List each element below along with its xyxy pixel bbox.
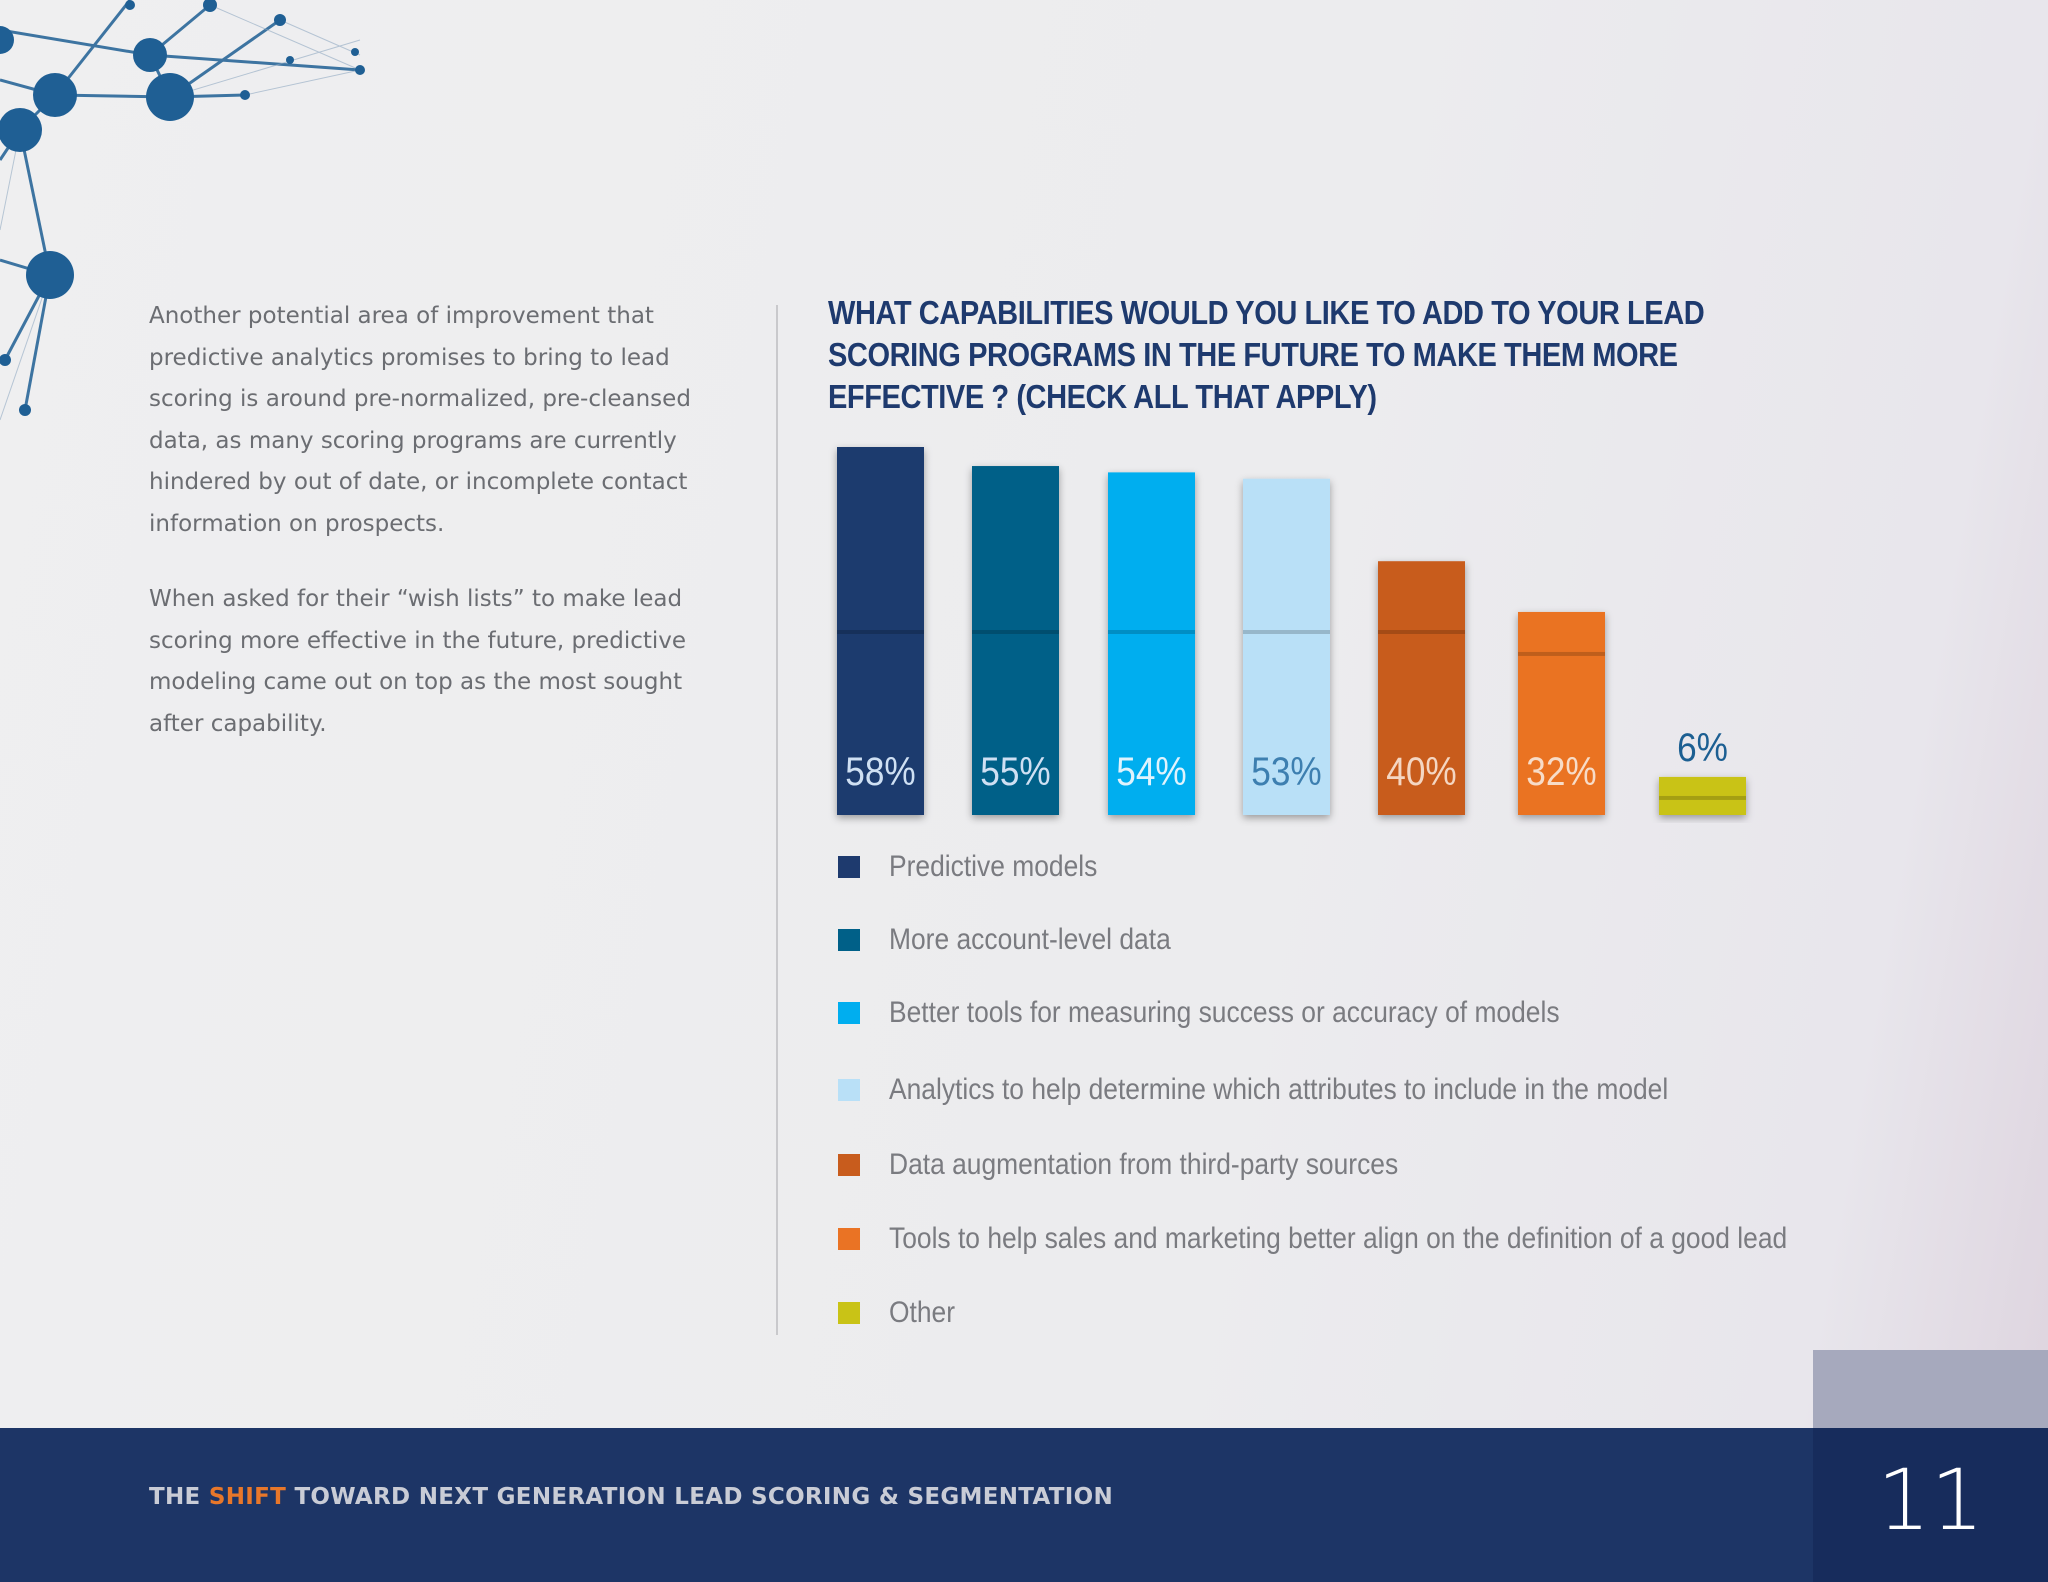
- legend-item-7: Other: [838, 1296, 964, 1330]
- bar-rect-7: [1659, 776, 1746, 815]
- page-number-tab: [1813, 1428, 2048, 1582]
- legend-swatch-7: [838, 1302, 860, 1324]
- bar-5: 40%: [1378, 561, 1465, 815]
- footer-title-suffix: TOWARD NEXT GENERATION LEAD SCORING & SE…: [286, 1484, 1114, 1510]
- bar-value-label-7: 6%: [1677, 725, 1728, 770]
- bar-fold-7: [1659, 795, 1746, 800]
- column-divider: [776, 305, 778, 1335]
- footer-title: THE SHIFT TOWARD NEXT GENERATION LEAD SC…: [149, 1484, 1113, 1510]
- bar-value-label-3: 54%: [1116, 749, 1186, 794]
- bar-rect-3: [1108, 472, 1195, 815]
- legend-swatch-5: [838, 1154, 860, 1176]
- legend-item-2: More account-level data: [838, 923, 1209, 957]
- legend-swatch-6: [838, 1228, 860, 1250]
- legend-item-4: Analytics to help determine which attrib…: [838, 1073, 1774, 1107]
- bar-fold-1: [837, 630, 924, 634]
- bar-fold-6: [1518, 651, 1605, 656]
- legend-label-7: Other: [889, 1296, 956, 1329]
- chart-title: WHAT CAPABILITIES WOULD YOU LIKE TO ADD …: [828, 294, 1705, 415]
- legend-item-6: Tools to help sales and marketing better…: [838, 1222, 1910, 1256]
- bar-value-label-4: 53%: [1251, 749, 1321, 794]
- bar-3: 54%: [1108, 472, 1195, 815]
- bar-6: 32%: [1518, 611, 1605, 815]
- bar-rect-2: [972, 466, 1059, 815]
- legend-item-5: Data augmentation from third-party sourc…: [838, 1148, 1468, 1182]
- footer-title-prefix: THE: [149, 1484, 209, 1510]
- legend-swatch-1: [838, 856, 860, 878]
- bar-rect-5: [1378, 561, 1465, 815]
- legend-label-1: Predictive models: [889, 850, 1098, 883]
- bar-7: 6%: [1659, 725, 1746, 815]
- bar-fold-3: [1108, 630, 1195, 634]
- bar-value-label-1: 58%: [845, 749, 915, 794]
- body-text: Another potential area of improvement th…: [149, 296, 709, 779]
- legend-swatch-3: [838, 1002, 860, 1024]
- footer-bar: [0, 1428, 2048, 1582]
- bar-fold-2: [972, 630, 1059, 634]
- body-paragraph-2: When asked for their “wish lists” to mak…: [149, 586, 687, 737]
- page-tab-accent: [1813, 1350, 2048, 1430]
- page-number: 11: [1877, 1451, 1984, 1549]
- legend-item-1: Predictive models: [838, 850, 1126, 884]
- legend-label-2: More account-level data: [889, 923, 1171, 956]
- bar-rect-4: [1243, 478, 1330, 815]
- bar-4: 53%: [1243, 478, 1330, 815]
- legend-swatch-2: [838, 929, 860, 951]
- footer-title-accent: SHIFT: [208, 1484, 287, 1510]
- legend-label-5: Data augmentation from third-party sourc…: [889, 1148, 1399, 1181]
- bar-1: 58%: [837, 447, 924, 815]
- legend-label-3: Better tools for measuring success or ac…: [889, 996, 1560, 1029]
- bar-rect-1: [837, 447, 924, 815]
- bar-value-label-5: 40%: [1386, 749, 1456, 794]
- bar-2: 55%: [972, 466, 1059, 815]
- bar-chart: 58% 55% 54% 53% 40% 32% 6%: [837, 447, 1746, 815]
- network-graphic: [0, 0, 365, 421]
- bar-value-label-6: 32%: [1526, 749, 1596, 794]
- legend-swatch-4: [838, 1079, 860, 1101]
- bar-fold-4: [1243, 630, 1330, 634]
- body-paragraph-1: Another potential area of improvement th…: [149, 303, 691, 537]
- bar-value-label-2: 55%: [980, 749, 1050, 794]
- bar-fold-5: [1378, 630, 1465, 634]
- legend-item-3: Better tools for measuring success or ac…: [838, 996, 1651, 1030]
- legend-label-4: Analytics to help determine which attrib…: [889, 1073, 1669, 1106]
- bar-rect-6: [1518, 611, 1605, 815]
- legend-label-6: Tools to help sales and marketing better…: [889, 1222, 1788, 1255]
